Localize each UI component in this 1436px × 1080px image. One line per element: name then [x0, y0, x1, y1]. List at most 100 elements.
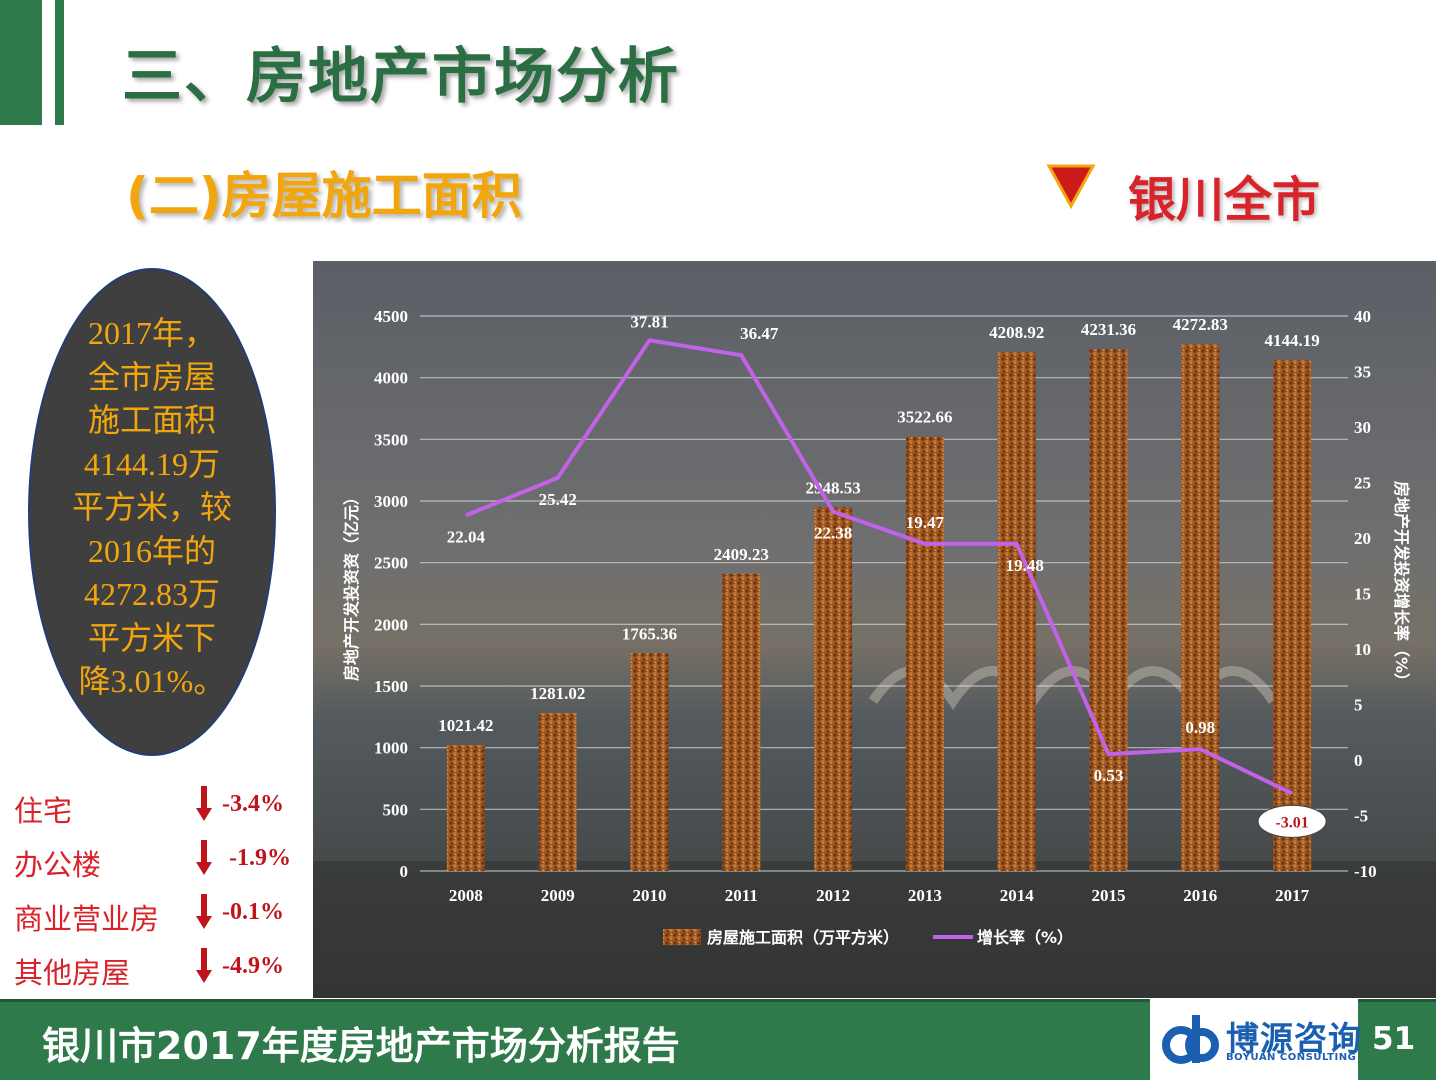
- y2-tick-label: 15: [1354, 585, 1371, 604]
- summary-oval: [28, 268, 276, 756]
- down-arrow-icon: [196, 948, 212, 983]
- logo-text: 博源咨询: [1226, 1019, 1362, 1058]
- legend-line-label: 增长率（%）: [977, 928, 1073, 947]
- x-tick-label: 2009: [541, 886, 575, 905]
- right-axis-ticks: -10 -5 0 5 10 15 20 25 30 35 40: [1354, 307, 1377, 881]
- summary-line: 2016年的: [87, 532, 216, 569]
- y2-tick-label: 25: [1354, 474, 1371, 493]
- summary-line: 4272.83万: [83, 576, 220, 612]
- growth-line-series: [465, 338, 1293, 796]
- category-change: -3.4%: [222, 791, 284, 817]
- y-axis-title: 房地产开发投资资（亿元）: [342, 489, 361, 681]
- summary-line: 降3.01%。: [78, 663, 226, 699]
- bar: [538, 713, 577, 871]
- category-label: 住宅: [14, 794, 73, 828]
- chart-container: 0 500 1000 1500 2000 2500 3000 3500 4000 4500 -10…: [313, 261, 1436, 998]
- category-label: 办公楼: [14, 848, 102, 882]
- bar-data-label: 3522.66: [897, 408, 952, 427]
- growth-data-label: 0.98: [1185, 718, 1215, 737]
- down-arrow-icon: [196, 894, 212, 929]
- growth-data-label: 22.04: [447, 527, 486, 546]
- growth-data-label: -3.01: [1275, 814, 1308, 831]
- summary-line: 施工面积: [87, 402, 216, 438]
- x-tick-label: 2011: [725, 886, 758, 905]
- growth-data-label: 37.81: [630, 312, 668, 331]
- y-tick-label: 1000: [374, 739, 408, 758]
- logo-box: [1150, 999, 1358, 1080]
- logo-subtext: BOYUAN CONSULTING: [1226, 1052, 1357, 1063]
- bar: [814, 507, 853, 871]
- y2-tick-label: -5: [1354, 807, 1368, 826]
- y2-tick-label: 10: [1354, 640, 1371, 659]
- x-tick-label: 2015: [1092, 886, 1126, 905]
- category-label: 商业营业房: [14, 902, 160, 936]
- legend-bar-label: 房屋施工面积（万平方米）: [707, 928, 899, 947]
- bar-data-label: 4208.92: [989, 323, 1044, 342]
- summary-line: 2017年，: [87, 315, 216, 351]
- shoreline-shade: [313, 861, 1436, 998]
- y2-tick-label: 0: [1354, 751, 1363, 770]
- growth-label-bubble: [1257, 804, 1327, 838]
- y-tick-label: 3000: [374, 492, 408, 511]
- down-arrow-icon: [196, 786, 212, 821]
- y2-tick-label: 20: [1354, 529, 1371, 548]
- y-tick-label: 2500: [374, 554, 408, 573]
- category-label: 其他房屋: [14, 956, 131, 990]
- bar-data-label: 4272.83: [1173, 315, 1228, 334]
- growth-line: [465, 338, 1293, 796]
- bar-data-label: 1765.36: [622, 624, 677, 643]
- growth-data-label: 19.48: [1006, 556, 1044, 575]
- page-number: 51: [1372, 1021, 1416, 1057]
- summary-line: 全市房屋: [87, 358, 216, 395]
- y2-tick-label: -10: [1354, 862, 1377, 881]
- y2-axis-title: 房地产开发投资增长率（%）: [1392, 481, 1411, 689]
- x-tick-label: 2016: [1183, 886, 1217, 905]
- bar: [997, 351, 1036, 871]
- growth-labels: 22.04 25.42 37.81 36.47 22.38 19.47 19.48 0.53 0…: [447, 312, 1327, 838]
- boyuan-logo-icon: [1162, 1015, 1219, 1064]
- y2-tick-label: 40: [1354, 307, 1371, 326]
- legend: 房屋施工面积（万平方米） 增长率（%）: [663, 928, 1073, 947]
- growth-data-label: 36.47: [740, 324, 779, 343]
- growth-data-label: 22.38: [814, 524, 852, 543]
- down-arrow-icon: [196, 840, 212, 875]
- bar-data-label: 1021.42: [438, 716, 493, 735]
- left-axis-ticks: 0 500 1000 1500 2000 2500 3000 3500 4000 4500: [374, 307, 408, 881]
- region-label: 银川全市: [1128, 172, 1321, 228]
- bar: [630, 653, 669, 871]
- y-tick-label: 2000: [374, 615, 408, 634]
- category-change: -0.1%: [222, 899, 284, 925]
- bar-labels: 1021.42 1281.02 1765.36 2409.23 2948.53 3522.…: [438, 315, 1319, 735]
- bar: [905, 436, 944, 871]
- footer-divider: [0, 999, 1436, 1002]
- bar-series: [446, 344, 1312, 871]
- growth-data-label: 19.47: [906, 513, 945, 532]
- summary-text: 2017年， 全市房屋 施工面积 4144.19万 平方米，较 2016年的 4…: [28, 312, 276, 704]
- footer-title: 银川市2017年度房地产市场分析报告: [42, 1024, 680, 1068]
- y-tick-label: 500: [383, 800, 409, 819]
- x-tick-label: 2014: [1000, 886, 1034, 905]
- bar: [1181, 344, 1220, 871]
- y2-tick-label: 30: [1354, 418, 1371, 437]
- y-tick-label: 0: [400, 862, 409, 881]
- down-triangle-icon: [1046, 164, 1096, 210]
- x-axis-ticks: 2008 2009 2010 2011 2012 2013 2014 2015 2016 2017: [449, 886, 1310, 905]
- summary-line: 4144.19万: [83, 445, 220, 482]
- y-tick-label: 3500: [374, 430, 408, 449]
- section-subtitle: (二)房屋施工面积: [126, 167, 522, 225]
- legend-bar-swatch: [663, 929, 701, 945]
- bar-data-label: 2409.23: [714, 545, 769, 564]
- bar-data-label: 4231.36: [1081, 320, 1136, 339]
- growth-data-label: 25.42: [539, 490, 577, 509]
- bar-data-label: 1281.02: [530, 684, 585, 703]
- growth-data-label: 0.53: [1094, 766, 1124, 785]
- bar: [722, 573, 761, 871]
- bar: [446, 745, 485, 871]
- x-tick-label: 2013: [908, 886, 942, 905]
- x-tick-label: 2012: [816, 886, 850, 905]
- y-tick-label: 4000: [374, 369, 408, 388]
- y2-tick-label: 5: [1354, 696, 1363, 715]
- bar: [1089, 349, 1128, 871]
- y2-tick-label: 35: [1354, 363, 1371, 382]
- bar-data-label: 2948.53: [805, 478, 860, 497]
